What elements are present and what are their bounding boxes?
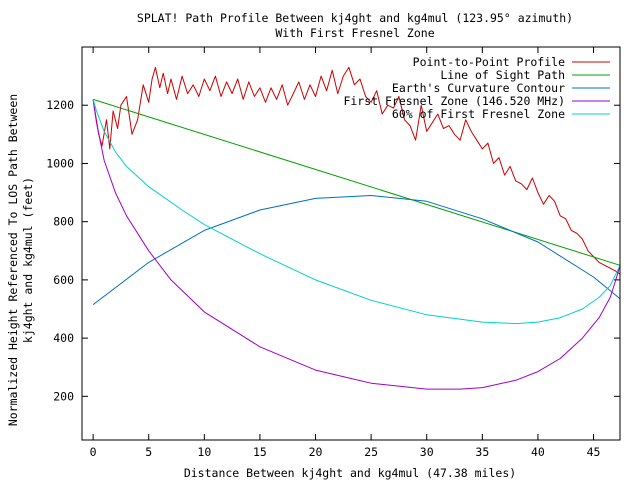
chart-title-line-2: With First Fresnel Zone — [275, 26, 434, 40]
y-tick-label: 1200 — [46, 98, 74, 112]
plot-frame — [81, 46, 621, 441]
y-tick-label: 800 — [53, 215, 74, 229]
y-tick-label: 400 — [53, 331, 74, 345]
data-series — [92, 66, 621, 390]
x-tick-label: 0 — [90, 445, 97, 459]
x-tick-label: 30 — [420, 445, 434, 459]
series-line-3 — [92, 99, 621, 390]
x-tick-label: 35 — [475, 445, 489, 459]
series-line-1 — [92, 98, 621, 266]
y-tick-label: 1000 — [46, 156, 74, 170]
x-tick-label: 5 — [145, 445, 152, 459]
x-axis-label: Distance Between kj4ght and kg4mul (47.3… — [184, 466, 516, 480]
x-tick-label: 45 — [587, 445, 601, 459]
x-tick-label: 25 — [364, 445, 378, 459]
series-line-4 — [92, 99, 621, 325]
x-tick-label: 40 — [531, 445, 545, 459]
legend-entry-label: Earth's Curvature Contour — [392, 81, 565, 95]
x-tick-label: 10 — [197, 445, 211, 459]
legend-entry-label: Line of Sight Path — [440, 68, 565, 82]
x-tick-label: 20 — [309, 445, 323, 459]
y-tick-label: 200 — [53, 389, 74, 403]
legend-entry-label: 60% of First Fresnel Zone — [392, 107, 565, 121]
series-line-2 — [92, 195, 621, 305]
y-tick-label: 600 — [53, 273, 74, 287]
axis-ticks: 0 5 10 15 20 25 30 35 40 45 200 400 600 800 1000 1200 — [46, 47, 620, 459]
legend-entry-label: Point-to-Point Profile — [413, 55, 565, 69]
y-axis-label-line-1: Normalized Height Referenced To LOS Path… — [6, 94, 20, 426]
series-line-0 — [92, 66, 621, 275]
x-tick-label: 15 — [253, 445, 267, 459]
chart-title-line-1: SPLAT! Path Profile Between kj4ght and k… — [137, 11, 573, 25]
legend-entry-label: First Fresnel Zone (146.520 MHz) — [343, 94, 565, 108]
y-axis-label-line-2: kj4ght and kg4mul (feet) — [21, 177, 35, 343]
